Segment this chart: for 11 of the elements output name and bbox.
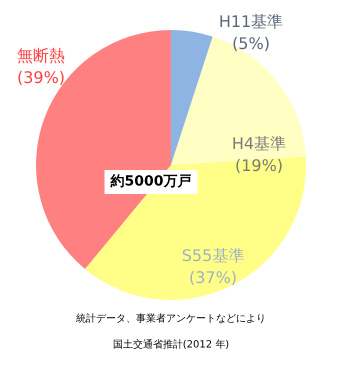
data-label: (37%) [188, 268, 238, 288]
slice-label: S55基準 [182, 246, 244, 266]
data-label: (39%) [16, 68, 66, 88]
slice-label: H11基準 [218, 12, 284, 32]
slice-label: H4基準 [232, 134, 286, 154]
text: 国土交通省推計(2012 年) [112, 338, 230, 351]
data-label: (19%) [234, 156, 284, 176]
data-label: (5%) [232, 34, 270, 54]
slice-label: 無断熱 [17, 46, 65, 66]
text: 約5000万戸 [110, 174, 192, 190]
text: 統計データ、事業者アンケートなどにより [76, 312, 266, 325]
